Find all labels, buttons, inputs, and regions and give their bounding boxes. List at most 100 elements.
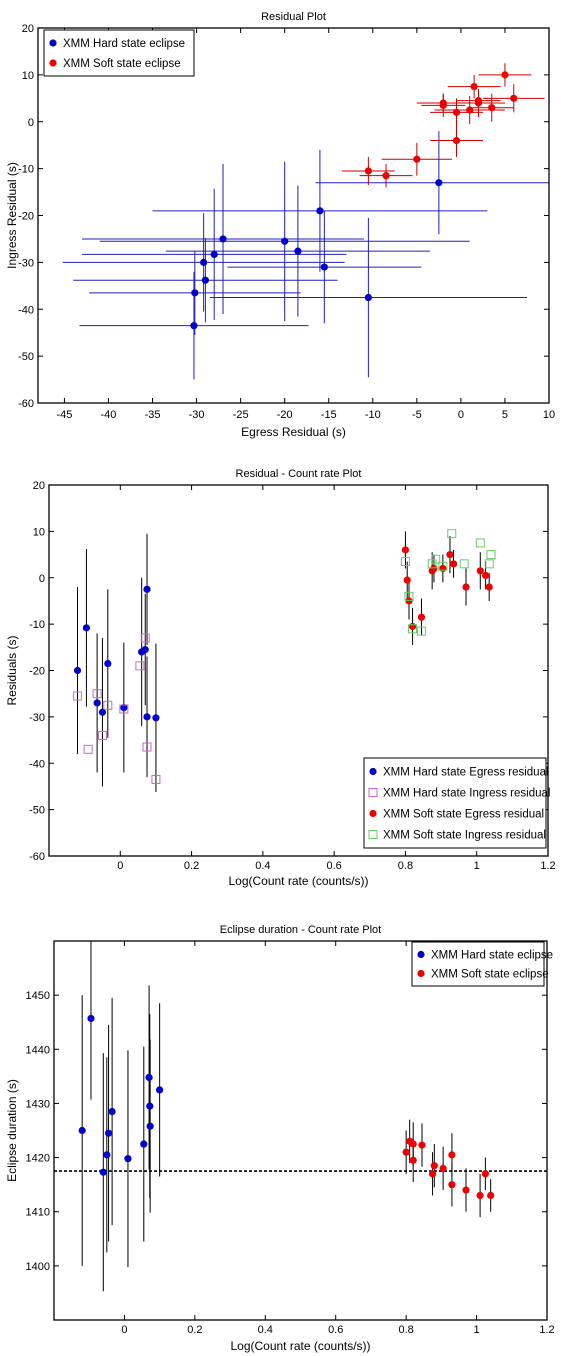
data-point [481,1170,489,1178]
x-tick-label: 0 [458,409,464,421]
x-tick-label: 0 [117,860,123,872]
y-tick-label: -20 [29,666,45,678]
x-tick-label: 0.8 [398,1324,413,1336]
data-point [418,1141,426,1149]
data-point [430,1162,438,1170]
legend-marker [368,830,378,839]
data-point [78,1126,86,1135]
legend-marker [368,788,378,797]
data-point [409,1156,417,1164]
residual-plot: Residual Plot-45 -40 -35 -30 -25 -20 -15 -10 -5 0… [5,11,555,439]
legend-box [43,29,195,77]
legend-label: XMM Hard state eclipse [63,38,185,50]
x-tick-label: 5 [502,409,508,421]
data-point [200,258,208,266]
data-point [448,1151,456,1159]
legend-box [363,757,547,849]
data-point [93,699,101,707]
data-point [97,730,107,740]
data-point [104,1129,113,1137]
x-tick-label: -25 [233,409,249,421]
data-point [408,624,418,634]
y-tick-label: 1440 [26,1044,50,1056]
x-tick-label: -35 [145,409,161,421]
data-point [470,82,478,91]
data-point [73,666,82,675]
x-tick-label: 0.4 [258,1324,273,1336]
chart-title: Residual - Count rate Plot [236,468,362,480]
data-point [501,71,509,79]
x-tick-label: -45 [56,409,72,421]
legend-marker [49,39,57,47]
chart-title: Eclipse duration - Count rate Plot [220,924,381,936]
data-point [510,94,518,102]
data-point [108,1107,116,1116]
x-tick-label: 0.2 [187,1324,202,1336]
legend-label: XMM Soft state eclipse [63,58,181,70]
data-point [476,567,484,575]
y-tick-label: 10 [22,70,34,82]
axes-frame [53,940,548,1321]
data-point [119,704,129,714]
y-tick-label: -30 [18,257,34,269]
x-tick-label: -20 [277,409,293,421]
data-point [475,538,485,548]
data-point [435,179,443,187]
y-tick-label: -30 [29,712,45,724]
data-point [103,1151,111,1159]
x-tick-label: -5 [412,409,422,421]
data-point [413,155,421,163]
x-tick-label: 0.4 [255,860,270,872]
data-point [364,293,372,302]
data-point [219,235,227,243]
x-tick-label: 0 [121,1324,127,1336]
legend: XMM Hard state Egress residual XMM Hard s… [363,757,550,849]
y-tick-label: -50 [18,351,34,363]
y-tick-label: -10 [29,619,45,631]
data-point [405,597,413,605]
y-tick-label: -50 [29,805,45,817]
data-point [488,104,496,112]
legend-label: XMM Hard state eclipse [431,950,553,962]
data-point [409,1140,417,1148]
legend: XMM Hard state eclipse XMM Soft state ecl… [411,941,553,987]
data-point [462,1186,470,1194]
data-point [103,700,113,710]
y-tick-label: -40 [29,758,45,770]
data-point [462,583,470,591]
y-tick-label: 1420 [26,1153,50,1165]
residual-count-rate-plot: Residual - Count rate Plot 0 0.2 0.4 0.6 0.8 1… [5,468,556,888]
data-point [146,1102,154,1110]
plot-area [62,63,549,380]
data-point [416,626,426,636]
y-tick-label: -40 [18,304,34,316]
legend-marker [369,767,377,776]
data-point [140,1140,148,1148]
legend-label: XMM Hard state Ingress residual [383,788,550,800]
x-tick-label: 1.2 [539,1324,554,1336]
data-point [486,550,496,560]
x-tick-label: -10 [365,409,381,421]
y-axis-title: Ingress Residual (s) [5,162,19,269]
data-point [364,167,372,175]
data-point [156,1086,164,1094]
axes-frame [48,484,549,857]
y-tick-label: -20 [18,211,34,223]
data-point [476,1191,484,1200]
data-point [145,1073,153,1082]
data-point [104,659,112,668]
data-point [428,1170,437,1178]
data-point [439,101,447,109]
legend-label: XMM Soft state eclipse [431,969,549,981]
legend-marker [417,969,425,978]
data-point [401,546,410,554]
x-axis-title: Egress Residual (s) [241,425,346,439]
y-tick-label: 0 [28,117,34,129]
data-point [124,1155,132,1163]
data-point [143,585,151,593]
data-point [484,559,494,569]
y-tick-label: -60 [18,398,34,410]
data-point [487,1191,495,1200]
legend-label: XMM Soft state Egress residual [383,809,544,821]
data-point [201,276,209,284]
